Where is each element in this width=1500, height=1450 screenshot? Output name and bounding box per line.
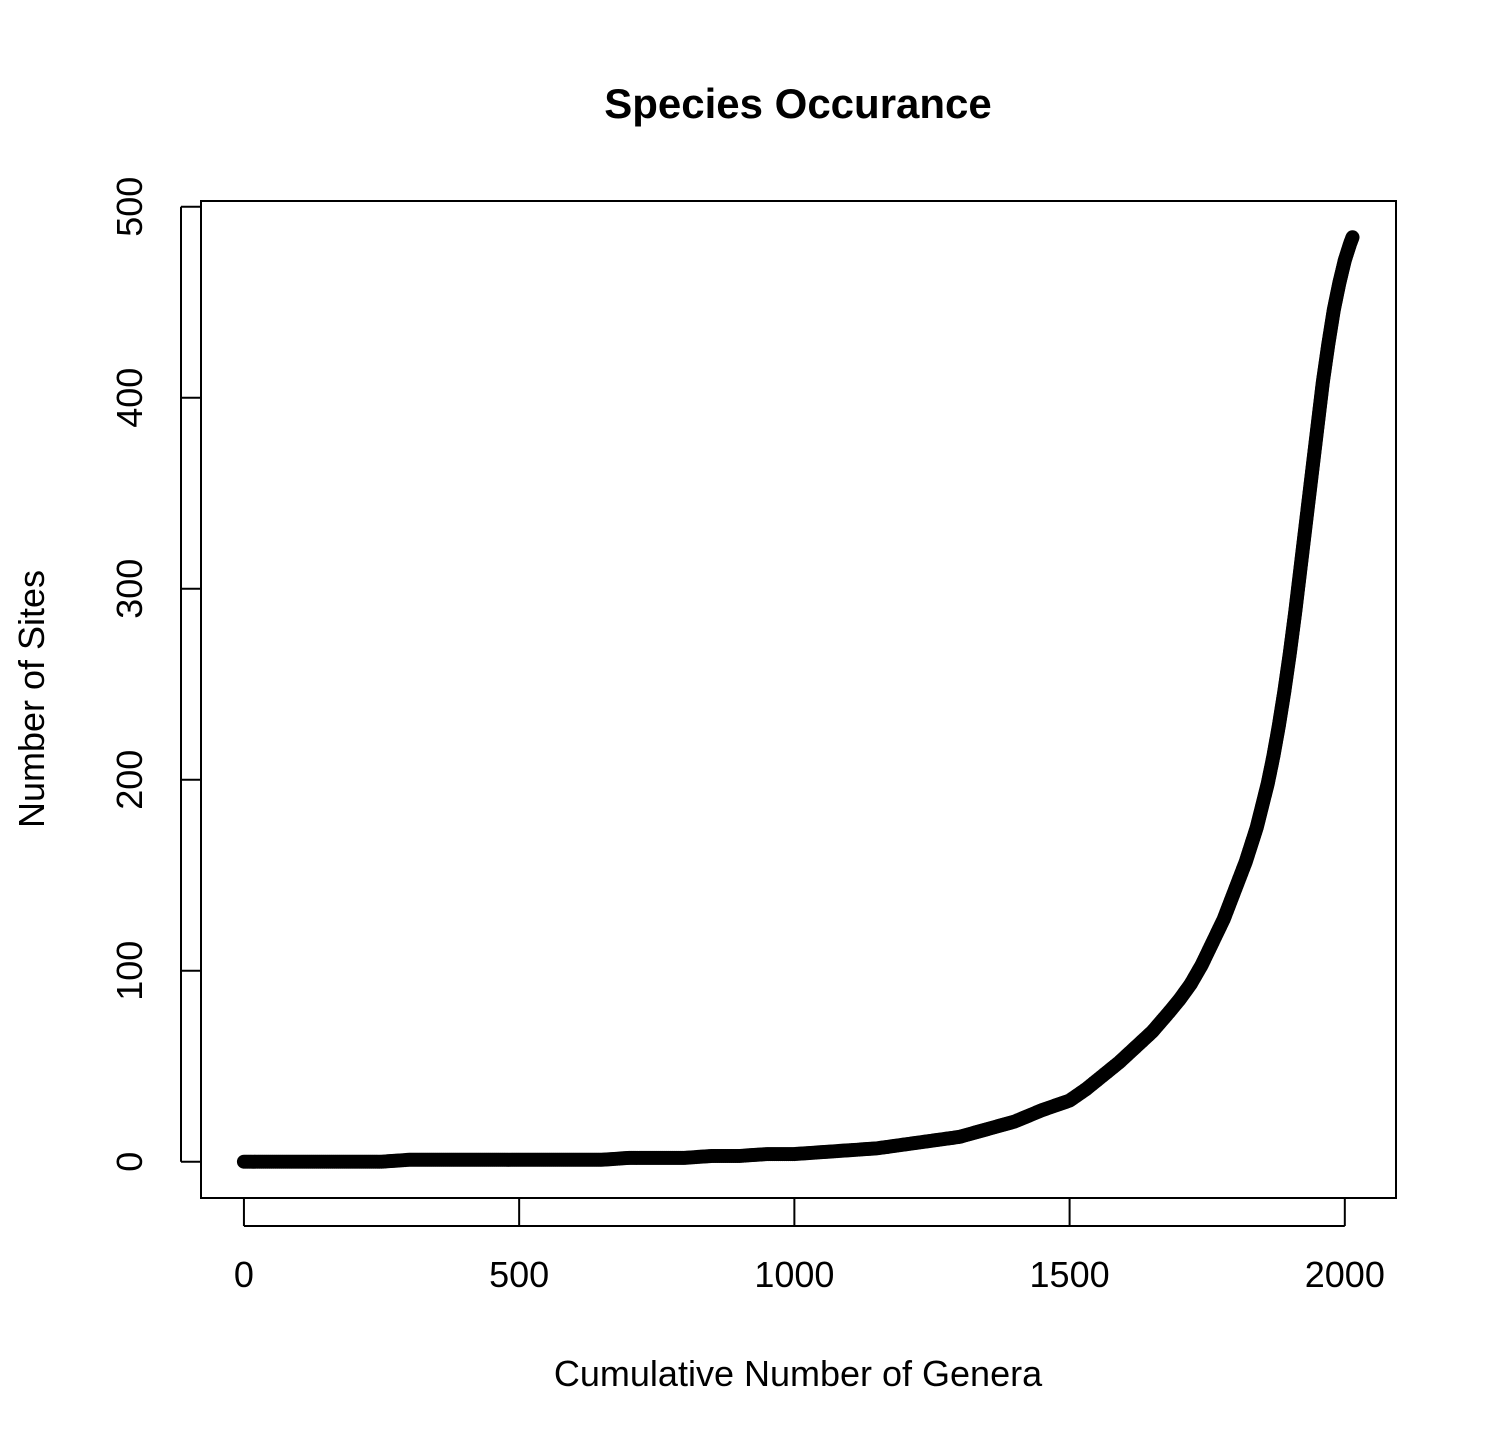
data-point [1345, 230, 1360, 245]
y-axis: 0 100 200 300 400 500 [109, 177, 201, 1172]
y-tick-label: 300 [109, 559, 150, 619]
x-axis-label: Cumulative Number of Genera [554, 1353, 1043, 1394]
y-tick-label: 100 [109, 941, 150, 1001]
plot-frame [200, 200, 1397, 1199]
x-tick-label: 1000 [754, 1254, 834, 1295]
x-tick-label: 0 [234, 1254, 254, 1295]
x-axis: 0 500 1000 1500 2000 [234, 1198, 1385, 1295]
x-tick-label: 500 [489, 1254, 549, 1295]
y-tick-label: 200 [109, 750, 150, 810]
y-tick-label: 500 [109, 177, 150, 237]
chart-title: Species Occurance [604, 80, 992, 127]
x-tick-label: 2000 [1305, 1254, 1385, 1295]
x-tick-label: 1500 [1030, 1254, 1110, 1295]
y-tick-label: 0 [109, 1152, 150, 1172]
y-tick-label: 400 [109, 368, 150, 428]
y-axis-label: Number of Sites [11, 570, 52, 828]
data-points [236, 230, 1360, 1169]
